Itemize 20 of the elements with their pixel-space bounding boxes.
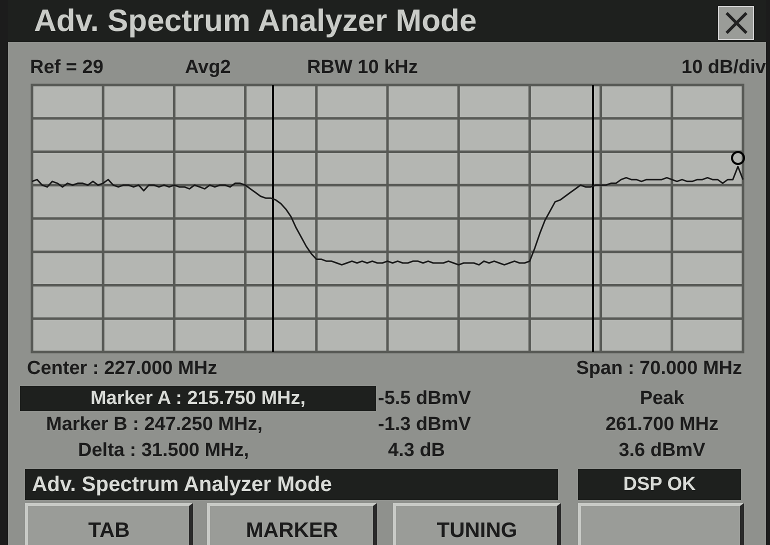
text: Avg2 [185, 57, 231, 79]
text: Span : 70.000 MHz [575, 358, 742, 380]
text: MARKER [244, 519, 340, 542]
text: TUNING [436, 519, 518, 542]
text: Delta : 31.500 MHz, [78, 440, 250, 462]
text: 10 dB/div [680, 57, 766, 79]
text: -5.5 dBmV [378, 388, 471, 410]
text: RBW 10 kHz [307, 57, 418, 79]
text: Marker B : 247.250 MHz, [46, 414, 262, 436]
text: Ref = 29 [30, 57, 104, 79]
text: Adv. Spectrum Analyzer Mode [32, 473, 332, 496]
text: -1.3 dBmV [378, 414, 471, 436]
text: 261.700 MHz [604, 414, 720, 436]
text: DSP OK [622, 474, 697, 496]
text: Center : 227.000 MHz [27, 358, 218, 380]
text: 3.6 dBmV [618, 440, 706, 462]
text: Peak [638, 388, 686, 410]
text: TAB [87, 519, 131, 542]
chart-title: Adv. Spectrum Analyzer Mode [34, 3, 477, 39]
text: 4.3 dB [388, 440, 446, 462]
